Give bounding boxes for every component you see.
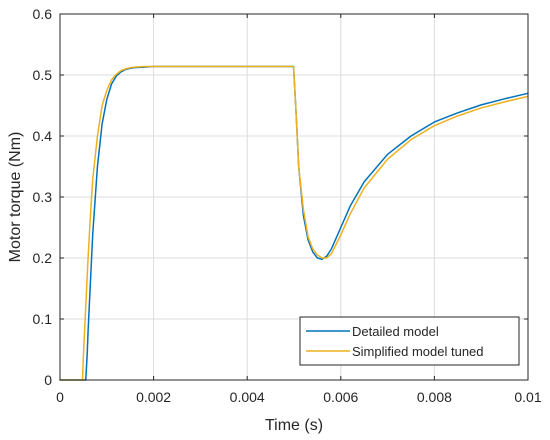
y-tick-label: 0.2 (33, 250, 53, 266)
tick-marks (59, 13, 529, 381)
y-tick-label: 0.5 (33, 67, 53, 83)
y-axis-label: Motor torque (Nm) (7, 132, 24, 263)
y-tick-label: 0.1 (33, 311, 53, 327)
x-axis-label: Time (s) (265, 417, 323, 434)
legend-entry-detailed-model: Detailed model (352, 324, 439, 339)
y-tick-label: 0.4 (33, 128, 53, 144)
y-tick-label: 0 (44, 372, 52, 388)
x-tick-label: 0.008 (417, 389, 452, 405)
x-tick-label: 0.002 (136, 389, 171, 405)
legend-box (299, 316, 520, 366)
legend: Detailed model Simplified model tuned (299, 316, 520, 366)
y-tick-label: 0.6 (33, 6, 53, 22)
y-tick-label: 0.3 (33, 189, 53, 205)
x-tick-label: 0.01 (514, 389, 541, 405)
tick-labels: 0 0.002 0.004 0.006 0.008 0.01 0 0.1 0.2 0.3 0.4 0.… (33, 6, 542, 405)
x-tick-label: 0.006 (323, 389, 358, 405)
legend-entry-simplified-model-tuned: Simplified model tuned (352, 344, 484, 359)
x-tick-label: 0.004 (230, 389, 265, 405)
x-tick-label: 0 (56, 389, 64, 405)
series-line-simplified-model-tuned (59, 65, 529, 381)
series-layer (59, 65, 529, 381)
